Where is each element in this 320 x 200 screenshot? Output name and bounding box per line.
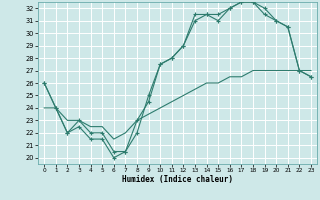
X-axis label: Humidex (Indice chaleur): Humidex (Indice chaleur) bbox=[122, 175, 233, 184]
